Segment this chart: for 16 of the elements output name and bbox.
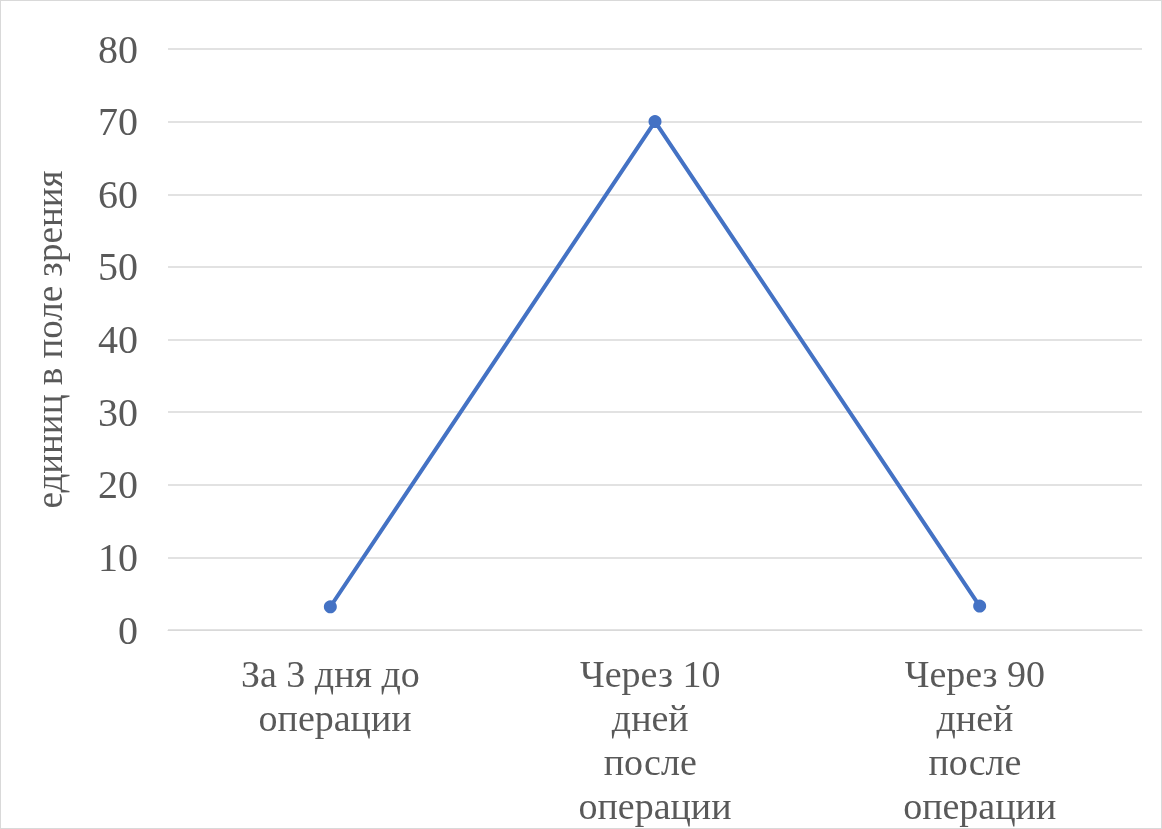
y-tick-label: 0 bbox=[118, 607, 138, 653]
point bbox=[973, 599, 987, 613]
y-tick-label: 50 bbox=[98, 244, 138, 290]
point bbox=[648, 115, 662, 129]
y-axis-title: единиц в поле зрения bbox=[29, 170, 70, 509]
x-tick-label: За 3 дня до операции bbox=[240, 653, 420, 739]
y-tick-label: 60 bbox=[98, 171, 138, 217]
y-tick-label: 80 bbox=[98, 26, 138, 72]
y-tick-label: 30 bbox=[98, 389, 138, 435]
y-tick-label: 70 bbox=[98, 99, 138, 145]
y-tick-label: 40 bbox=[98, 317, 138, 362]
x-tick-label: Через 90 дней после операции bbox=[903, 653, 1057, 827]
x-tick-label: Через 10 дней после операции bbox=[578, 653, 732, 827]
y-tick-label: 10 bbox=[98, 534, 138, 580]
point bbox=[323, 600, 337, 614]
y-tick-label: 20 bbox=[98, 462, 138, 508]
